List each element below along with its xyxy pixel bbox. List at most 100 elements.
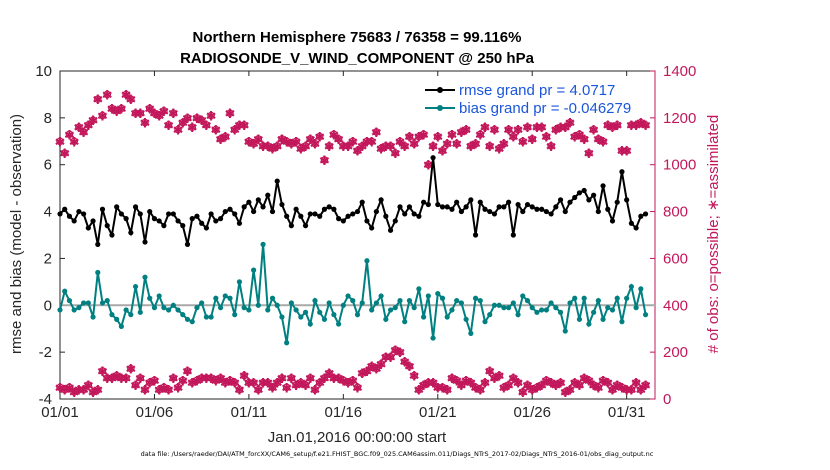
- count-possible-marker: [292, 137, 300, 146]
- count-possible-marker: [386, 142, 395, 150]
- count-assimilated-marker-low: ✱: [173, 381, 184, 396]
- count-assimilated-marker-low: ✱: [621, 384, 632, 399]
- bias-point: [104, 298, 110, 304]
- bias-point: [279, 314, 285, 320]
- count-possible-marker: [339, 142, 348, 150]
- rmse-point: [638, 213, 644, 219]
- count-assimilated-marker-low: ✱: [191, 374, 202, 389]
- count-assimilated-marker-low: ✱: [432, 381, 443, 396]
- count-assimilated-marker: ✱: [385, 140, 396, 155]
- rmse-point: [293, 206, 299, 212]
- count-assimilated-marker-low: ✱: [498, 381, 509, 396]
- rmse-point: [71, 218, 77, 224]
- count-possible-marker-low: [481, 378, 489, 387]
- count-possible-marker: [169, 109, 178, 117]
- count-assimilated-marker-low: ✱: [88, 386, 99, 401]
- count-assimilated-marker: ✱: [352, 145, 363, 160]
- bias-point: [543, 307, 549, 313]
- bias-point: [553, 305, 559, 311]
- bias-point: [246, 307, 252, 313]
- y-tick-label-left: 2: [44, 250, 52, 267]
- rmse-point: [302, 223, 309, 229]
- bias-point: [373, 300, 379, 306]
- bias-point: [184, 316, 191, 322]
- count-assimilated-marker: ✱: [55, 135, 66, 150]
- count-assimilated-marker: ✱: [437, 145, 448, 160]
- rmse-point: [279, 201, 285, 208]
- count-assimilated-marker: ✱: [550, 124, 561, 139]
- count-assimilated-marker: ✱: [413, 131, 424, 146]
- count-possible-marker: [254, 135, 263, 143]
- count-possible-marker: [410, 139, 418, 148]
- rmse-point: [213, 218, 219, 224]
- rmse-point: [156, 218, 162, 224]
- count-assimilated-marker: ✱: [286, 138, 297, 153]
- bias-point: [501, 305, 507, 311]
- rmse-point: [609, 218, 616, 224]
- x-tick-label: 01/11: [231, 404, 267, 421]
- count-assimilated-marker: ✱: [97, 110, 108, 125]
- count-possible-marker: [122, 90, 130, 99]
- bias-point: [175, 307, 181, 313]
- count-possible-marker: [391, 149, 400, 157]
- count-possible-marker: [117, 104, 126, 113]
- rmse-point: [199, 220, 205, 226]
- count-assimilated-marker-low: ✱: [135, 372, 146, 387]
- count-assimilated-marker-low: ✱: [158, 381, 169, 396]
- bias-point: [326, 300, 332, 306]
- count-possible-marker: [174, 125, 182, 134]
- count-possible-marker: [315, 132, 324, 141]
- count-possible-marker-low: [93, 385, 102, 394]
- count-possible-marker: [504, 125, 513, 134]
- count-possible-marker: [641, 121, 650, 129]
- bias-point: [642, 312, 649, 318]
- rmse-point: [477, 199, 483, 205]
- bias-point: [114, 316, 120, 322]
- count-assimilated-marker: ✱: [168, 107, 179, 122]
- count-possible-marker-low: [566, 385, 574, 394]
- bias-point: [548, 300, 554, 306]
- bias-point: [539, 307, 545, 313]
- count-possible-marker: [471, 139, 480, 148]
- rmse-point: [66, 213, 73, 219]
- count-possible-marker-low: [263, 378, 272, 387]
- count-assimilated-marker: ✱: [465, 140, 476, 155]
- count-assimilated-marker: ✱: [404, 131, 415, 146]
- count-possible-marker-low: [315, 378, 324, 387]
- bias-point: [236, 279, 243, 285]
- rmse-point: [510, 232, 516, 238]
- bias-point: [336, 321, 342, 327]
- count-assimilated-marker: ✱: [300, 140, 311, 155]
- rmse-point: [99, 206, 106, 212]
- count-possible-marker-low: [282, 383, 291, 392]
- bias-point: [265, 307, 271, 313]
- count-assimilated-marker-low: ✱: [310, 384, 321, 399]
- count-assimilated-marker-low: ✱: [399, 356, 410, 371]
- count-assimilated-marker: ✱: [130, 107, 141, 122]
- count-possible-marker-low: [240, 371, 248, 380]
- bias-point: [458, 300, 464, 306]
- bias-point: [524, 298, 531, 304]
- count-possible-marker-low: [396, 348, 404, 356]
- count-possible-marker-low: [268, 383, 277, 392]
- rmse-point: [317, 213, 323, 219]
- count-assimilated-marker-low: ✱: [229, 377, 240, 392]
- rmse-point: [449, 206, 455, 212]
- count-assimilated-marker: ✱: [187, 121, 198, 136]
- count-assimilated-marker-low: ✱: [163, 384, 174, 399]
- count-possible-marker: [509, 132, 518, 141]
- rmse-point: [288, 223, 294, 229]
- rmse-point: [217, 216, 224, 222]
- count-possible-marker: [131, 109, 140, 117]
- count-assimilated-marker-low: ✱: [314, 377, 325, 392]
- count-possible-marker: [429, 142, 437, 150]
- count-possible-marker-low: [164, 385, 173, 394]
- bias-point: [81, 300, 87, 306]
- count-assimilated-marker: ✱: [451, 138, 462, 153]
- bias-point: [557, 309, 564, 315]
- count-possible-marker-low: [216, 374, 225, 382]
- y-axis-label-right: # of obs: o=possible; ∗=assimilated: [705, 115, 722, 354]
- count-possible-marker: [348, 137, 357, 146]
- count-possible-marker: [344, 142, 352, 150]
- bias-point: [307, 321, 313, 327]
